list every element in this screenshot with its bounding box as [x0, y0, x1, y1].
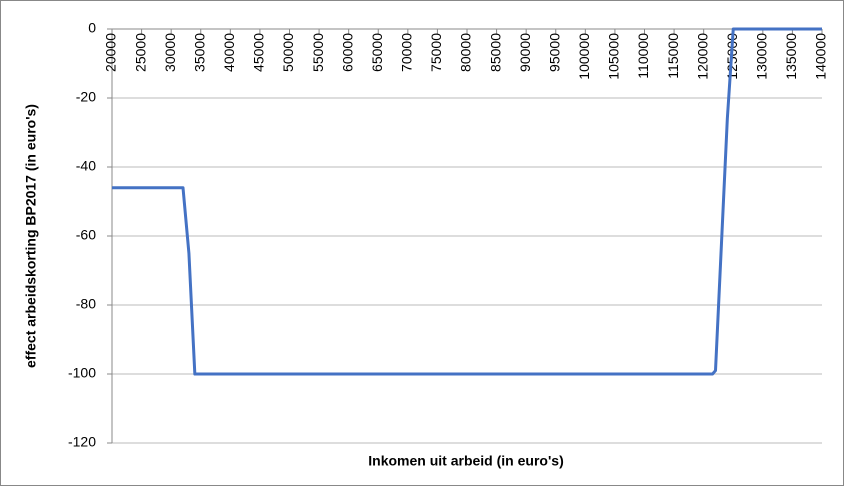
x-tick-label: 55000	[310, 33, 326, 72]
x-tick-label: 75000	[428, 33, 444, 72]
x-tick-label: 115000	[665, 33, 681, 79]
y-tick-label: 0	[88, 20, 96, 36]
x-tick-label: 130000	[754, 33, 770, 80]
x-axis-title: Inkomen uit arbeid (in euro's)	[368, 453, 563, 469]
y-tick-label: -60	[76, 227, 96, 243]
x-tick-label: 85000	[487, 33, 503, 72]
x-tick-label: 50000	[280, 33, 296, 72]
y-tick-label: -40	[76, 158, 96, 174]
x-tick-label: 90000	[517, 33, 533, 72]
y-tick-label: -20	[76, 89, 96, 105]
x-tick-label: 60000	[339, 33, 355, 72]
x-tick-label: 40000	[221, 33, 237, 72]
line	[112, 27, 822, 376]
x-tick-label: 100000	[576, 33, 592, 80]
x-tick-label: 110000	[635, 33, 651, 79]
y-tick-label: -80	[76, 296, 96, 312]
x-tick-label: 120000	[694, 33, 710, 80]
y-tick-label: -100	[68, 365, 96, 381]
x-tick-label: 30000	[162, 33, 178, 72]
y-tick-label: -120	[68, 434, 96, 450]
x-tick-label: 80000	[458, 33, 474, 72]
x-tick-label: 45000	[251, 33, 267, 72]
x-tick-label: 105000	[606, 33, 622, 80]
x-tick-label: 20000	[103, 33, 119, 72]
x-tick-label: 70000	[399, 33, 415, 72]
x-tick-label: 35000	[191, 33, 207, 72]
x-tick-label: 25000	[132, 33, 148, 72]
x-tick-label: 140000	[813, 33, 829, 80]
x-tick-label: 65000	[369, 33, 385, 72]
x-tick-label: 95000	[546, 33, 562, 72]
x-tick-label: 135000	[783, 33, 799, 80]
y-axis-title: effect arbeidskorting BP2017 (in euro's)	[23, 104, 39, 368]
